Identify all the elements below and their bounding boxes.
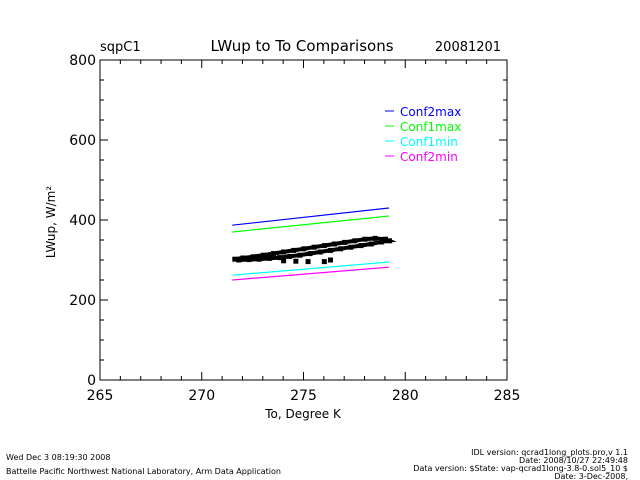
scatter-point — [293, 258, 299, 264]
y-axis-label: LWup, W/m² — [44, 186, 58, 258]
footer-data-date: Date: 3-Dec-2008, — [554, 472, 628, 480]
x-tick-label: 270 — [188, 388, 215, 404]
x-axis-label: To, Degree K — [264, 407, 342, 421]
date-label: 20081201 — [435, 40, 501, 55]
x-tick-label: 275 — [290, 388, 317, 404]
scatter-point — [305, 259, 311, 265]
y-tick-label: 800 — [69, 53, 96, 69]
y-tick-label: 200 — [69, 293, 96, 309]
legend-label: Conf2max — [400, 105, 461, 119]
footer-institution: Battelle Pacific Northwest National Labo… — [6, 467, 281, 476]
series-line-conf1max — [232, 215, 390, 233]
series-line-conf1min — [232, 261, 390, 276]
legend-label: Conf2min — [400, 150, 458, 164]
chart-title: LWup to To Comparisons — [210, 37, 393, 55]
scatter-point — [321, 259, 327, 265]
footer-data-version: Data version: $State: vap-qcrad1long-3.8… — [413, 464, 628, 473]
series-line-conf2max — [232, 207, 390, 226]
footer-idl-date: Date: 2008/10/27 22:49:48 — [519, 456, 628, 465]
site-label: sqpC1 — [100, 40, 141, 55]
x-tick-label: 285 — [494, 388, 521, 404]
scatter-point — [327, 257, 333, 263]
footer-idl-version: IDL version: qcrad1long_plots.pro,v 1.1 — [471, 448, 628, 457]
x-tick-label: 265 — [87, 388, 114, 404]
x-tick-label: 280 — [392, 388, 419, 404]
scatter-trace — [234, 236, 397, 262]
legend-label: Conf1min — [400, 135, 458, 149]
y-tick-label: 0 — [87, 373, 96, 389]
scatter-point — [281, 258, 287, 264]
series-line-conf2min — [232, 266, 390, 281]
y-tick-label: 400 — [69, 213, 96, 229]
legend-label: Conf1max — [400, 120, 461, 134]
footer-timestamp: Wed Dec 3 08:19:30 2008 — [6, 453, 110, 462]
y-tick-label: 600 — [69, 133, 96, 149]
